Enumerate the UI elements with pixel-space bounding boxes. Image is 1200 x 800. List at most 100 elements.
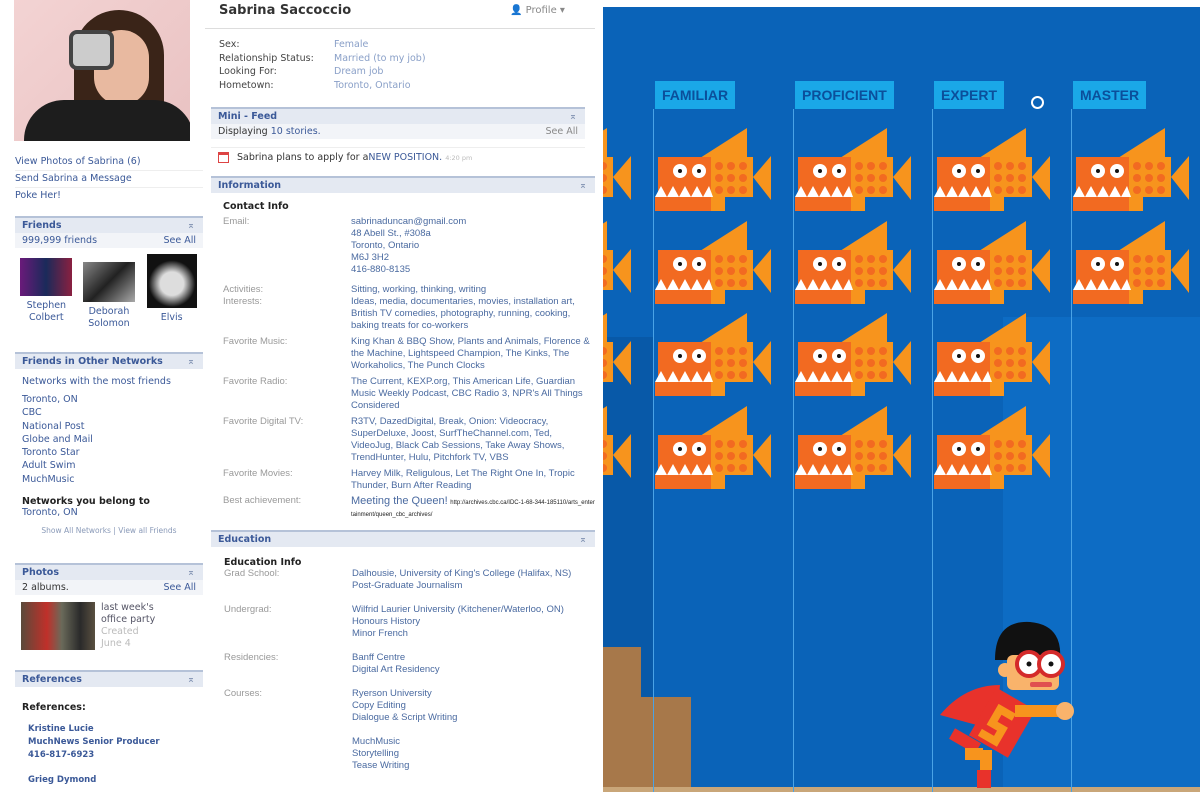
information-header[interactable]: Information ⌅	[211, 176, 595, 193]
album-thumbnail[interactable]	[21, 602, 95, 650]
collapse-icon[interactable]: ⌅	[569, 111, 577, 122]
fish-enemy	[655, 405, 771, 489]
education-header[interactable]: Education ⌅	[211, 530, 595, 547]
network-item[interactable]: MuchMusic	[22, 473, 75, 485]
friends-box: Friends ⌅ 999,999 friends See All Stephen…	[15, 216, 203, 330]
info-value[interactable]: King Khan & BBQ Show, Plants and Animals…	[351, 336, 590, 371]
info-value[interactable]: Digital Art Residency	[352, 664, 440, 675]
show-all-networks-link[interactable]: Show All Networks	[41, 526, 111, 536]
info-value[interactable]: Toronto, Ontario	[351, 240, 420, 251]
fish-enemy	[655, 128, 771, 211]
profile-name: Sabrina Saccoccio	[219, 3, 352, 18]
fish-enemy	[795, 313, 911, 396]
info-value[interactable]	[352, 724, 595, 736]
info-value[interactable]: 416-880-8135	[351, 264, 411, 275]
cursor-circle-icon	[1031, 96, 1044, 109]
photos-see-all[interactable]: See All	[163, 582, 196, 593]
network-belong-item[interactable]: Toronto, ON	[22, 507, 78, 519]
friend-photo[interactable]	[146, 254, 197, 308]
album-title[interactable]: last week's office party	[101, 602, 156, 625]
hero-character	[940, 621, 1074, 788]
info-value[interactable]: Minor French	[352, 628, 408, 639]
info-row: Favorite Digital TV: R3TV, DazedDigital, …	[223, 416, 595, 464]
basic-info-row: Hometown: Toronto, Ontario	[219, 79, 411, 91]
send-message-link[interactable]: Send Sabrina a Message	[15, 171, 203, 188]
poke-link[interactable]: Poke Her!	[15, 190, 61, 201]
info-value[interactable]: sabrinaduncan@gmail.com	[351, 216, 467, 227]
info-value[interactable]: M6J 3H2	[351, 252, 390, 263]
new-position-link[interactable]: NEW POSITION.	[368, 152, 443, 163]
info-value[interactable]: Harvey Milk, Religulous, Let The Right O…	[351, 468, 575, 491]
network-item[interactable]: Toronto Star	[22, 447, 80, 459]
collapse-icon[interactable]: ⌅	[579, 534, 587, 545]
friend-card[interactable]: Elvis	[144, 254, 200, 330]
fish-enemy	[795, 405, 911, 489]
info-value[interactable]: Ryerson University	[352, 688, 432, 699]
friend-card[interactable]: Deborah Solomon	[81, 258, 137, 330]
info-row: Favorite Music: King Khan & BBQ Show, Pla…	[223, 336, 595, 372]
level-label-master: MASTER	[1073, 81, 1147, 109]
minifeed-header[interactable]: Mini - Feed ⌅	[211, 107, 585, 124]
network-item[interactable]: National Post	[22, 420, 85, 432]
info-row: Activities: Sitting, working, thinking, w…	[223, 284, 595, 296]
info-value[interactable]: Storytelling	[352, 748, 399, 759]
fish-enemy	[655, 220, 771, 304]
info-value[interactable]: Honours History	[352, 616, 421, 627]
info-value[interactable]: Banff Centre	[352, 652, 406, 663]
friends-see-all[interactable]: See All	[163, 235, 196, 246]
column-divider	[1071, 109, 1072, 792]
minifeed-see-all[interactable]: See All	[545, 126, 578, 137]
fish-enemy	[795, 220, 911, 304]
profile-photo[interactable]	[14, 0, 190, 141]
fish-enemy	[603, 220, 631, 304]
network-item[interactable]: Toronto, ON	[22, 394, 78, 405]
network-item[interactable]: CBC	[22, 407, 42, 419]
profile-menu-button[interactable]: 👤 Profile ▾	[510, 5, 565, 16]
collapse-icon[interactable]: ⌅	[187, 567, 195, 578]
info-value[interactable]: Sitting, working, thinking, writing	[351, 284, 487, 295]
friend-photo[interactable]	[20, 258, 73, 296]
info-value[interactable]: Dalhousie, University of King's College …	[352, 568, 572, 579]
photos-box: Photos ⌅ 2 albums. See All last week's of…	[15, 563, 203, 650]
fish-enemy	[934, 220, 1050, 304]
collapse-icon[interactable]: ⌅	[187, 674, 195, 685]
column-divider	[793, 109, 794, 792]
friend-card[interactable]: Stephen Colbert	[18, 258, 74, 330]
user-icon: 👤	[510, 5, 523, 16]
level-label-expert: EXPERT	[934, 81, 1005, 109]
info-value[interactable]: Copy Editing	[352, 700, 406, 711]
fish-enemy	[603, 313, 631, 396]
networks-box: Friends in Other Networks ⌅ Networks with…	[15, 352, 203, 535]
network-item[interactable]: Globe and Mail	[22, 433, 93, 445]
info-value[interactable]: Post-Graduate Journalism	[352, 580, 463, 591]
info-value[interactable]: Tease Writing	[352, 760, 410, 771]
photos-header[interactable]: Photos ⌅	[15, 563, 203, 580]
info-value[interactable]: Dialogue & Script Writing	[352, 712, 458, 723]
friend-photo[interactable]	[82, 262, 135, 302]
view-all-friends-link[interactable]: View all Friends	[118, 526, 177, 536]
collapse-icon[interactable]: ⌅	[187, 220, 195, 231]
info-row: Undergrad: Wilfrid Laurier University (Ki…	[224, 604, 595, 640]
networks-header[interactable]: Friends in Other Networks ⌅	[15, 352, 203, 369]
info-value[interactable]: MuchMusic	[352, 736, 401, 747]
album-item[interactable]: last week's office party Created June 4	[15, 602, 203, 650]
basic-info-row: Looking For: Dream job	[219, 66, 384, 77]
info-value[interactable]: 48 Abell St., #308a	[351, 228, 431, 239]
info-value[interactable]: R3TV, DazedDigital, Break, Onion: Videoc…	[351, 416, 565, 463]
reference-item: Kristine Lucie MuchNews Senior Producer …	[28, 724, 160, 785]
references-header[interactable]: References ⌅	[15, 670, 203, 687]
references-box: References ⌅ References: Kristine Lucie M…	[15, 670, 203, 787]
view-photos-link[interactable]: View Photos of Sabrina (6)	[15, 154, 203, 171]
collapse-icon[interactable]: ⌅	[187, 356, 195, 367]
networks-belong-title: Networks you belong to	[22, 496, 150, 508]
feed-story: Sabrina plans to apply for a NEW POSITIO…	[211, 147, 585, 167]
info-row: Grad School: Dalhousie, University of Kin…	[224, 568, 595, 592]
friend-count[interactable]: 999,999 friends	[22, 235, 98, 246]
info-value[interactable]: Ideas, media, documentaries, movies, ins…	[351, 296, 575, 331]
friends-header[interactable]: Friends ⌅	[15, 216, 203, 233]
network-item[interactable]: Adult Swim	[22, 460, 76, 472]
info-value[interactable]: Wilfrid Laurier University (Kitchener/Wa…	[352, 604, 564, 615]
achievement-link[interactable]: http://archives.cbc.ca/IDC-1-68-344-1851…	[351, 500, 595, 518]
collapse-icon[interactable]: ⌅	[579, 180, 587, 191]
info-value[interactable]: The Current, KEXP.org, This American Lif…	[351, 376, 583, 411]
